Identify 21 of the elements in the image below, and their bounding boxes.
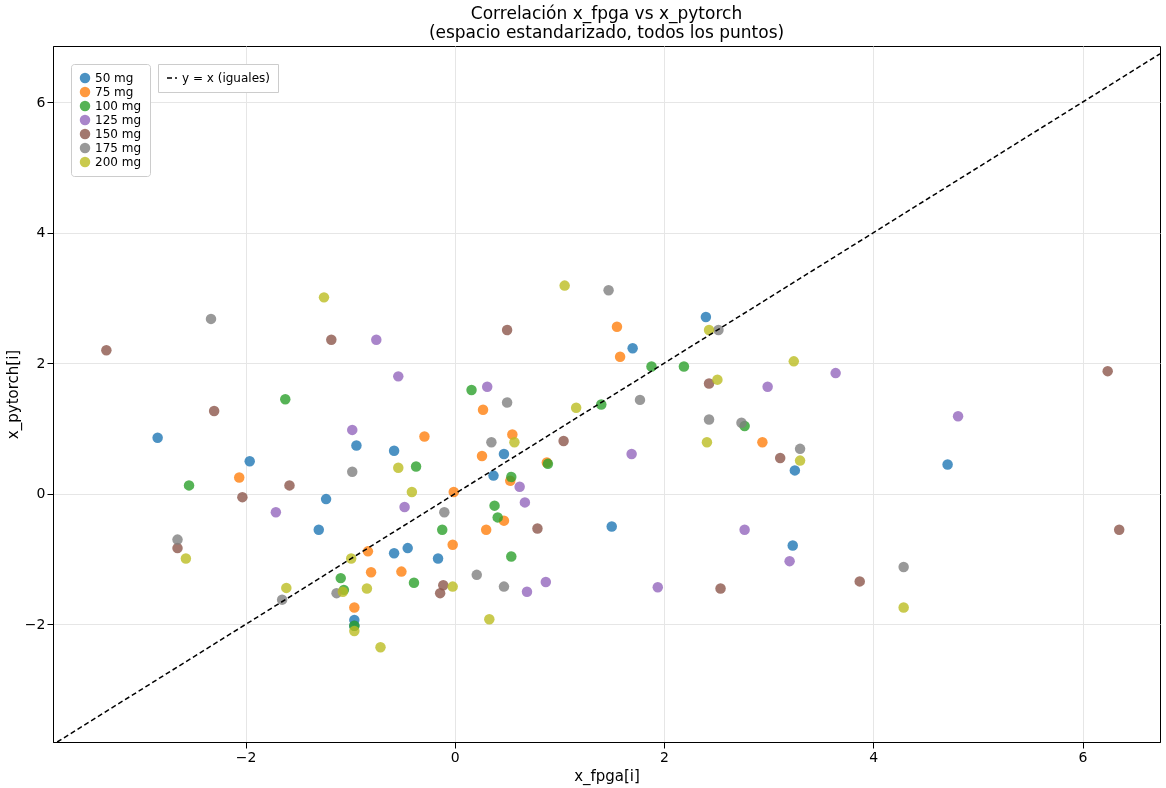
legend-label: 50 mg — [95, 71, 134, 85]
y-tick-label: −2 — [24, 615, 46, 632]
legend-label: 125 mg — [95, 113, 142, 127]
y-tick-label: 6 — [36, 93, 46, 110]
legend-label: y = x (iguales) — [182, 71, 270, 85]
legend-label: 200 mg — [95, 155, 142, 169]
legend-label: 75 mg — [95, 85, 134, 99]
legend-label: 150 mg — [95, 127, 142, 141]
x-tick-label: 2 — [660, 748, 670, 765]
x-tick-label: 6 — [1078, 748, 1088, 765]
legend-label: 100 mg — [95, 99, 142, 113]
y-axis-title: x_pytorch[i] — [3, 349, 23, 440]
x-tick-label: 4 — [869, 748, 879, 765]
x-tick-label: −2 — [235, 748, 257, 765]
legend-label: 175 mg — [95, 141, 142, 155]
y-tick-label: 4 — [36, 224, 46, 241]
y-tick-label: 2 — [36, 354, 46, 371]
x-tick-label: 0 — [450, 748, 460, 765]
chart-title: Correlación x_fpga vs x_pytorch (espacio estandarizado, todos los puntos) — [428, 3, 785, 42]
x-axis-title: x_fpga[i] — [574, 766, 640, 786]
y-tick-label: 0 — [36, 485, 46, 502]
